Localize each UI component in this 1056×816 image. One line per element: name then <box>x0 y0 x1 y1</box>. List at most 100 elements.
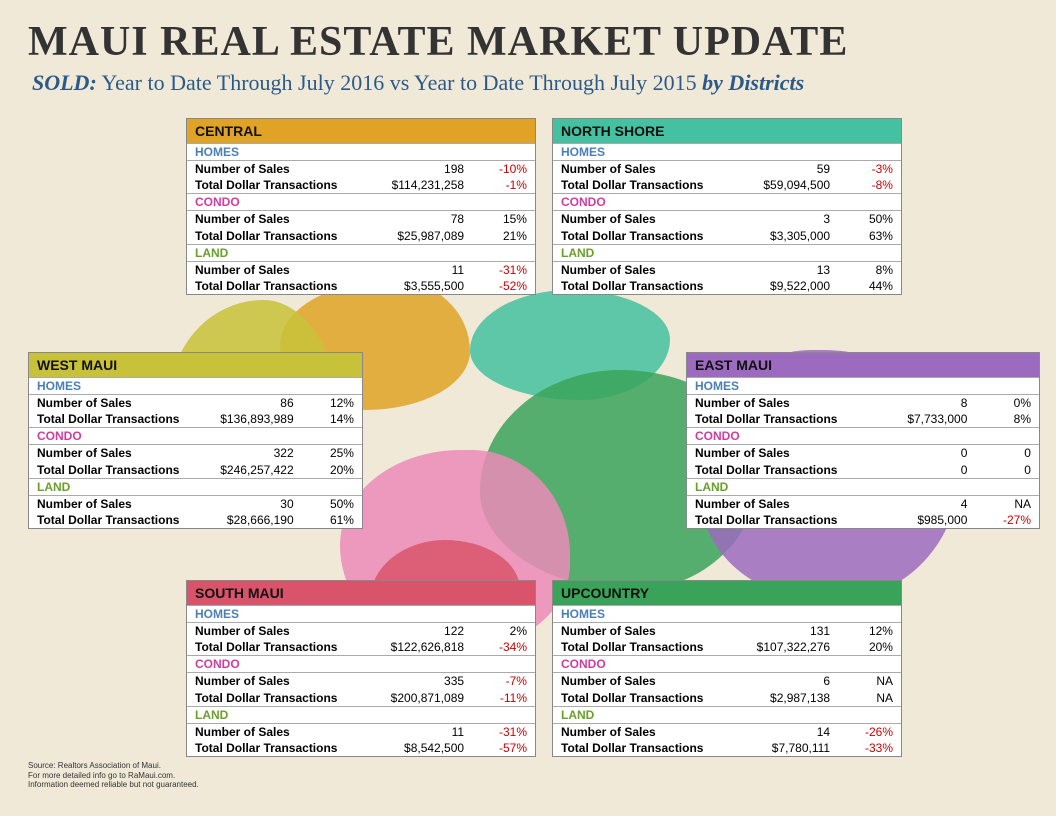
row-pct: -34% <box>470 639 527 655</box>
row-label: Number of Sales <box>195 211 375 227</box>
subtitle-suffix: by Districts <box>702 70 804 95</box>
data-row: Number of Sales7815% <box>187 211 535 227</box>
row-value: $136,893,989 <box>209 411 300 427</box>
row-pct: 0 <box>973 462 1031 478</box>
row-pct: 50% <box>300 496 354 512</box>
row-pct: 8% <box>836 262 893 278</box>
row-pct: -8% <box>836 177 893 193</box>
district-header: EAST MAUI <box>687 353 1039 377</box>
data-row: Number of Sales350% <box>553 211 901 227</box>
row-pct: -1% <box>470 177 527 193</box>
district-header: CENTRAL <box>187 119 535 143</box>
section-label-condo: CONDO <box>187 193 535 211</box>
row-label: Total Dollar Transactions <box>195 639 375 655</box>
row-label: Total Dollar Transactions <box>695 411 877 427</box>
row-label: Total Dollar Transactions <box>561 690 741 706</box>
section-label-land: LAND <box>553 706 901 724</box>
row-value: 198 <box>375 161 470 177</box>
source-line: Information deemed reliable but not guar… <box>28 780 199 790</box>
section-label-condo: CONDO <box>29 427 362 445</box>
data-row: Total Dollar Transactions$107,322,27620% <box>553 639 901 655</box>
row-pct: 25% <box>300 445 354 461</box>
row-value: $3,305,000 <box>741 228 836 244</box>
row-value: $59,094,500 <box>741 177 836 193</box>
section-label-condo: CONDO <box>553 193 901 211</box>
row-value: $9,522,000 <box>741 278 836 294</box>
data-row: Number of Sales11-31% <box>187 262 535 278</box>
row-pct: 14% <box>300 411 354 427</box>
section-label-condo: CONDO <box>687 427 1039 445</box>
source-citation: Source: Realtors Association of Maui. Fo… <box>28 761 199 790</box>
section-label-homes: HOMES <box>687 377 1039 395</box>
data-row: Number of Sales4NA <box>687 496 1039 512</box>
section-label-land: LAND <box>29 478 362 496</box>
row-pct: 12% <box>836 623 893 639</box>
data-row: Number of Sales80% <box>687 395 1039 411</box>
row-value: 14 <box>741 724 836 740</box>
row-label: Total Dollar Transactions <box>695 512 877 528</box>
row-value: 59 <box>741 161 836 177</box>
section-label-land: LAND <box>187 706 535 724</box>
row-label: Total Dollar Transactions <box>695 462 877 478</box>
row-label: Total Dollar Transactions <box>561 740 741 756</box>
data-row: Number of Sales13112% <box>553 623 901 639</box>
data-row: Total Dollar Transactions$200,871,089-11… <box>187 690 535 706</box>
subtitle-prefix: SOLD: <box>32 70 97 95</box>
row-label: Number of Sales <box>195 262 375 278</box>
row-pct: 20% <box>300 462 354 478</box>
section-label-land: LAND <box>687 478 1039 496</box>
row-pct: -57% <box>470 740 527 756</box>
row-label: Number of Sales <box>561 623 741 639</box>
row-value: $7,780,111 <box>741 740 836 756</box>
source-line: Source: Realtors Association of Maui. <box>28 761 199 771</box>
row-label: Number of Sales <box>561 161 741 177</box>
data-row: Number of Sales138% <box>553 262 901 278</box>
row-value: $3,555,500 <box>375 278 470 294</box>
row-pct: 0 <box>973 445 1031 461</box>
row-label: Number of Sales <box>195 623 375 639</box>
data-row: Number of Sales14-26% <box>553 724 901 740</box>
row-label: Number of Sales <box>695 496 877 512</box>
district-card: UPCOUNTRYHOMESNumber of Sales13112%Total… <box>552 580 902 757</box>
row-value: 30 <box>209 496 300 512</box>
row-value: $246,257,422 <box>209 462 300 478</box>
row-value: $122,626,818 <box>375 639 470 655</box>
row-label: Number of Sales <box>561 211 741 227</box>
row-value: 86 <box>209 395 300 411</box>
district-header: UPCOUNTRY <box>553 581 901 605</box>
row-pct: 61% <box>300 512 354 528</box>
data-row: Total Dollar Transactions$2,987,138NA <box>553 690 901 706</box>
row-pct: 44% <box>836 278 893 294</box>
data-row: Total Dollar Transactions$246,257,42220% <box>29 462 362 478</box>
row-pct: -27% <box>973 512 1031 528</box>
row-value: $8,542,500 <box>375 740 470 756</box>
row-label: Number of Sales <box>37 445 209 461</box>
row-label: Total Dollar Transactions <box>37 462 209 478</box>
page-subtitle: SOLD: Year to Date Through July 2016 vs … <box>0 66 1056 96</box>
row-value: 4 <box>877 496 973 512</box>
row-pct: -3% <box>836 161 893 177</box>
section-label-homes: HOMES <box>553 143 901 161</box>
subtitle-main: Year to Date Through July 2016 vs Year t… <box>97 70 702 95</box>
row-label: Number of Sales <box>695 395 877 411</box>
data-row: Total Dollar Transactions$9,522,00044% <box>553 278 901 294</box>
row-label: Total Dollar Transactions <box>195 278 375 294</box>
row-label: Number of Sales <box>195 673 375 689</box>
data-row: Number of Sales335-7% <box>187 673 535 689</box>
row-label: Total Dollar Transactions <box>561 177 741 193</box>
row-value: 6 <box>741 673 836 689</box>
row-label: Number of Sales <box>561 262 741 278</box>
row-pct: NA <box>973 496 1031 512</box>
row-pct: -10% <box>470 161 527 177</box>
row-pct: 0% <box>973 395 1031 411</box>
row-label: Number of Sales <box>561 724 741 740</box>
district-header: WEST MAUI <box>29 353 362 377</box>
row-label: Number of Sales <box>195 724 375 740</box>
row-pct: 15% <box>470 211 527 227</box>
row-pct: -33% <box>836 740 893 756</box>
data-row: Number of Sales11-31% <box>187 724 535 740</box>
row-pct: -26% <box>836 724 893 740</box>
data-row: Number of Sales6NA <box>553 673 901 689</box>
data-row: Number of Sales3050% <box>29 496 362 512</box>
data-row: Number of Sales198-10% <box>187 161 535 177</box>
